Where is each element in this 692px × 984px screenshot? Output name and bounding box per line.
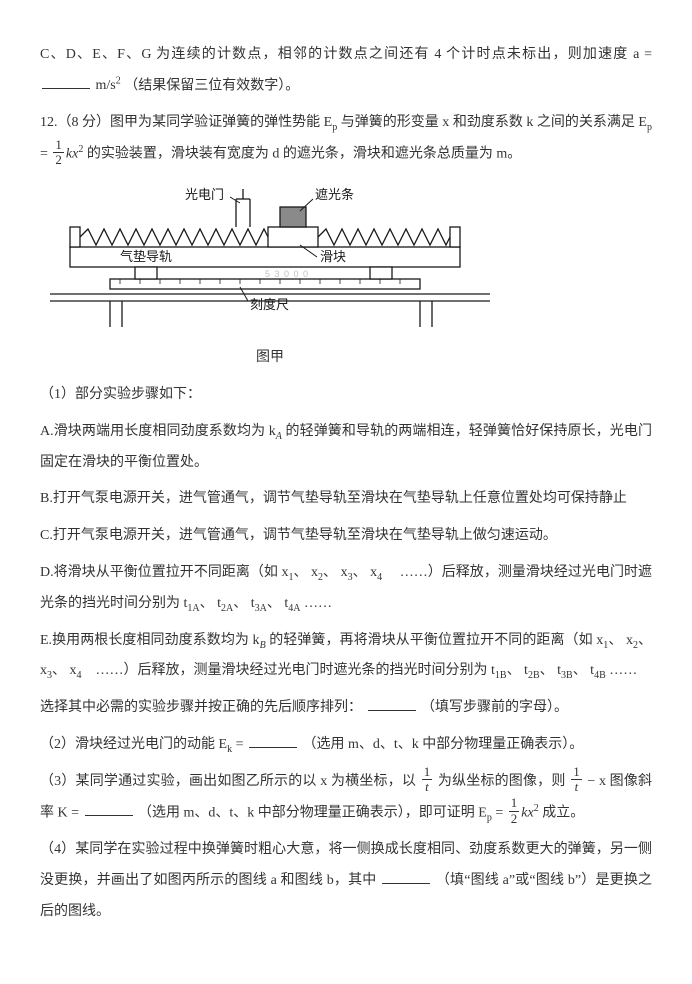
watermark: 5 3 0 0 0	[265, 269, 309, 279]
fraction-half-2: 12	[509, 796, 520, 826]
part4: （4）某同学在实验过程中换弹簧时粗心大意，将一侧换成长度相同、劲度系数更大的弹簧…	[40, 835, 652, 927]
diagram-caption: 图甲	[80, 343, 460, 374]
diagram-svg: 光电门 遮光条 气垫导轨 滑块 刻度尺 5 3 0 0 0	[40, 179, 500, 329]
label-track: 气垫导轨	[120, 249, 172, 264]
blank-ek	[249, 733, 297, 748]
part3: （3）某同学通过实验，画出如图乙所示的以 x 为横坐标，以 1t 为纵坐标的图像…	[40, 767, 652, 829]
apparatus-diagram: 光电门 遮光条 气垫导轨 滑块 刻度尺 5 3 0 0 0 图甲	[40, 179, 652, 375]
page: C、D、E、F、G 为连续的计数点，相邻的计数点之间还有 4 个计时点未标出，则…	[0, 0, 692, 984]
blank-slope	[85, 801, 133, 816]
step-d: D.将滑块从平衡位置拉开不同距离（如 x1、 x2、 x3、 x4 ……）后释放…	[40, 558, 652, 620]
fraction-half: 12	[53, 138, 64, 168]
blank-acceleration	[42, 74, 90, 89]
prev-question-tail: C、D、E、F、G 为连续的计数点，相邻的计数点之间还有 4 个计时点未标出，则…	[40, 40, 652, 102]
prev-tail-text: C、D、E、F、G 为连续的计数点，相邻的计数点之间还有 4 个计时点未标出，则…	[40, 47, 652, 62]
step-e: E.换用两根长度相同劲度系数均为 kB 的轻弹簧，再将滑块从平衡位置拉开不同的距…	[40, 626, 652, 688]
fraction-1-over-t-2: 1t	[571, 765, 582, 795]
q12-stem: 12.（8 分）图甲为某同学验证弹簧的弹性势能 Ep 与弹簧的形变量 x 和劲度…	[40, 108, 652, 170]
part1-heading: （1）部分实验步骤如下：	[40, 380, 652, 411]
step-order-question: 选择其中必需的实验步骤并按正确的先后顺序排列： （填写步骤前的字母）。	[40, 693, 652, 724]
step-a: A.滑块两端用长度相同劲度系数均为 kA 的轻弹簧和导轨的两端相连，轻弹簧恰好保…	[40, 417, 652, 479]
blank-line-ab	[382, 869, 430, 884]
step-c: C.打开气泵电源开关，进气管通气，调节气垫导轨至滑块在气垫导轨上做匀速运动。	[40, 521, 652, 552]
prev-tail-suffix: （结果保留三位有效数字）。	[124, 78, 299, 93]
label-shade: 遮光条	[315, 187, 354, 202]
label-block: 滑块	[320, 249, 346, 264]
part2: （2）滑块经过光电门的动能 Ek = （选用 m、d、t、k 中部分物理量正确表…	[40, 730, 652, 761]
blank-order	[368, 696, 416, 711]
step-b: B.打开气泵电源开关，进气管通气，调节气垫导轨至滑块在气垫导轨上任意位置处均可保…	[40, 484, 652, 515]
unit-ms2: m/s2	[96, 78, 125, 93]
fraction-1-over-t: 1t	[422, 765, 433, 795]
label-ruler: 刻度尺	[250, 297, 289, 312]
label-photogate: 光电门	[185, 187, 224, 202]
